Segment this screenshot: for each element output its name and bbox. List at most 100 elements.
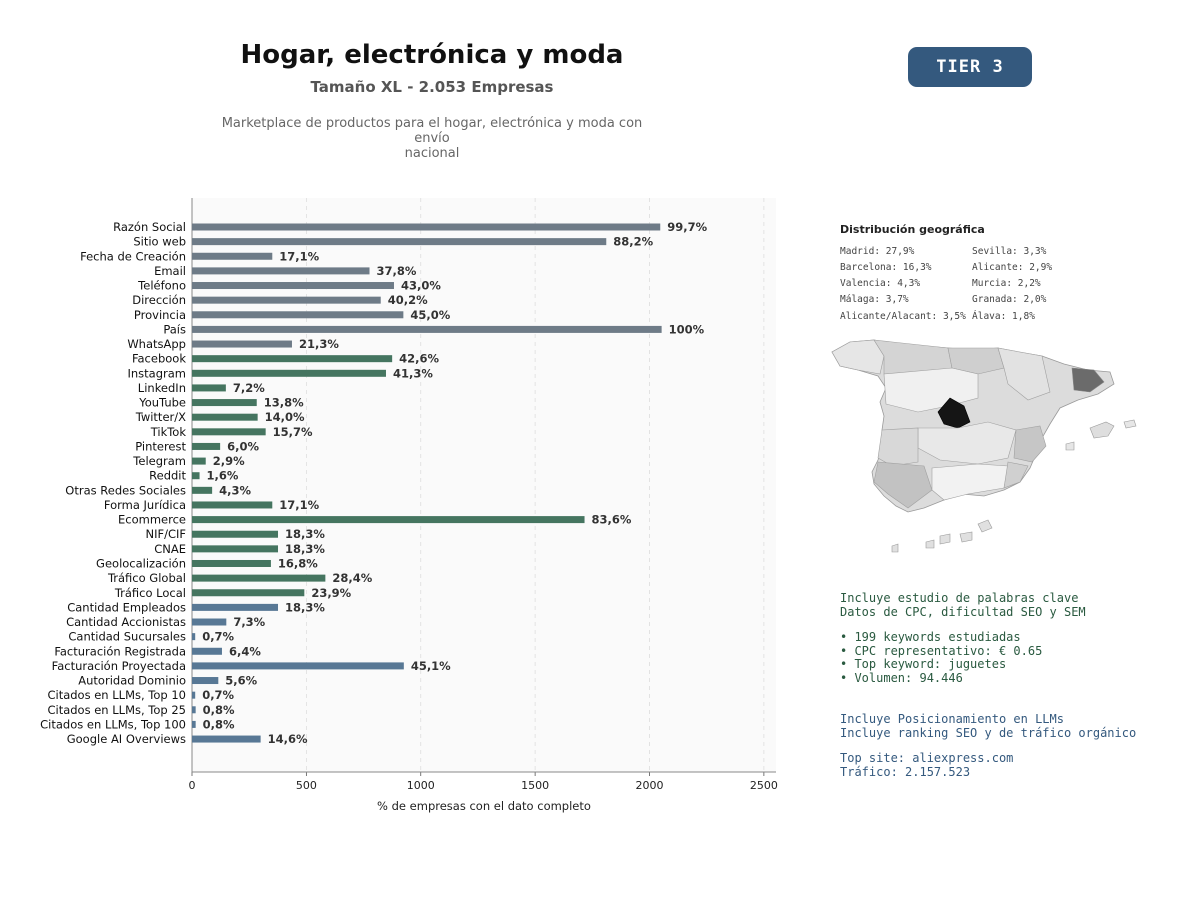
geo-item: Granada: 2,0% (972, 294, 1047, 305)
balearic-ibiza (1065, 441, 1075, 451)
data-label: 41,3% (393, 366, 433, 380)
data-label: 18,3% (285, 527, 325, 541)
geo-item: Alicante: 2,9% (972, 262, 1053, 273)
data-label: 16,8% (278, 556, 318, 570)
bar (192, 501, 273, 509)
y-tick-label: Fecha de Creación (80, 249, 186, 263)
bar (192, 545, 279, 553)
data-label: 100% (669, 322, 705, 336)
bar (192, 223, 661, 231)
data-label: 28,4% (332, 571, 372, 585)
bar (192, 486, 213, 494)
x-tick-label: 2500 (750, 779, 778, 792)
province-valencia (1013, 425, 1047, 463)
data-label: 14,0% (265, 410, 305, 424)
data-label: 45,1% (411, 659, 451, 673)
province-andalucia-west (873, 461, 933, 509)
data-label: 0,8% (203, 703, 235, 717)
bar (192, 238, 607, 246)
data-label: 0,8% (203, 717, 235, 731)
province-madrid (937, 397, 971, 429)
y-tick-label: Citados en LLMs, Top 100 (40, 717, 186, 731)
province-castilla-mancha (917, 421, 1017, 465)
bar (192, 574, 326, 582)
y-tick-label: YouTube (138, 396, 186, 410)
bar (192, 442, 221, 450)
province-galicia (831, 339, 885, 375)
description-line: nacional (404, 146, 460, 161)
data-label: 6,4% (229, 644, 261, 658)
balearic-minorca (1123, 419, 1137, 429)
bar (192, 618, 227, 626)
province-murcia (1003, 461, 1029, 489)
x-tick-label: 500 (296, 779, 317, 792)
bar (192, 720, 196, 728)
y-tick-label: LinkedIn (138, 381, 186, 395)
keywords-bullet: • Volumen: 94.446 (840, 670, 963, 685)
bar (192, 603, 279, 611)
bar (192, 472, 200, 480)
bar (192, 282, 394, 290)
llm-info: Incluye Posicionamiento en LLMs Incluye r… (840, 712, 1136, 779)
geo-item: Málaga: 3,7% (840, 294, 909, 305)
y-tick-label: Citados en LLMs, Top 10 (47, 688, 186, 702)
data-label: 17,1% (279, 249, 319, 263)
bar (192, 399, 257, 407)
llm-line: Incluye Posicionamiento en LLMs (840, 712, 1064, 726)
y-tick-label: Pinterest (135, 439, 186, 453)
bar (192, 662, 404, 670)
bar-chart: 0 500 1000 1500 2000 2500 Razón Social 99,7% Sit… (40, 198, 778, 813)
geo-distribution-title: Distribución geográfica (840, 223, 985, 236)
data-label: 17,1% (279, 498, 319, 512)
data-label: 40,2% (388, 293, 428, 307)
data-label: 7,2% (233, 381, 265, 395)
keywords-bullet: • Top keyword: juguetes (840, 657, 1007, 671)
top-site-text: Top site: aliexpress.com (840, 751, 1014, 765)
y-tick-label: Email (154, 264, 186, 278)
bar (192, 340, 292, 348)
traffic-text: Tráfico: 2.157.523 (840, 764, 971, 779)
bar (192, 457, 206, 465)
y-tick-label: NIF/CIF (145, 527, 186, 541)
y-tick-label: Cantidad Accionistas (66, 615, 186, 629)
y-tick-label: TikTok (150, 425, 187, 439)
bar (192, 735, 261, 743)
x-tick-label: 1000 (407, 779, 435, 792)
geo-item: Álava: 1,8% (972, 311, 1035, 322)
canary-islands (891, 519, 993, 553)
keywords-line: Datos de CPC, dificultad SEO y SEM (840, 604, 1086, 619)
y-tick-label: Razón Social (113, 220, 186, 234)
bar (192, 516, 585, 524)
y-tick-label: Facturación Registrada (54, 644, 186, 658)
keywords-line: Incluye estudio de palabras clave (840, 591, 1079, 605)
y-tick-label: Provincia (134, 308, 186, 322)
data-label: 45,0% (410, 308, 450, 322)
tier-badge: TIER 3 (908, 47, 1032, 87)
data-label: 4,3% (219, 483, 251, 497)
description-line: Marketplace de productos para el hogar, … (221, 116, 643, 146)
y-tick-label: Geolocalización (96, 556, 186, 570)
data-label: 5,6% (225, 674, 257, 688)
y-tick-label: Tráfico Global (107, 571, 186, 585)
data-label: 13,8% (264, 396, 304, 410)
bar (192, 677, 219, 685)
province-andalucia-east (931, 463, 1009, 501)
x-axis-label: % de empresas con el dato completo (377, 799, 591, 813)
sector-description: Marketplace de productos para el hogar, … (205, 116, 659, 161)
y-tick-label: Citados en LLMs, Top 25 (47, 703, 186, 717)
y-tick-label: Telegram (132, 454, 186, 468)
y-tick-label: Twitter/X (135, 410, 186, 424)
data-label: 1,6% (207, 469, 239, 483)
data-label: 18,3% (285, 600, 325, 614)
y-tick-label: Teléfono (137, 279, 186, 293)
bar (192, 369, 386, 377)
bar (192, 296, 381, 304)
spain-province-map (831, 339, 1137, 553)
y-tick-label: Otras Redes Sociales (65, 483, 186, 497)
bar (192, 325, 662, 333)
bar (192, 691, 196, 699)
bar (192, 413, 258, 421)
province-aragon (997, 347, 1051, 401)
keywords-info: Incluye estudio de palabras clave Datos d… (840, 591, 1086, 685)
bar (192, 428, 266, 436)
